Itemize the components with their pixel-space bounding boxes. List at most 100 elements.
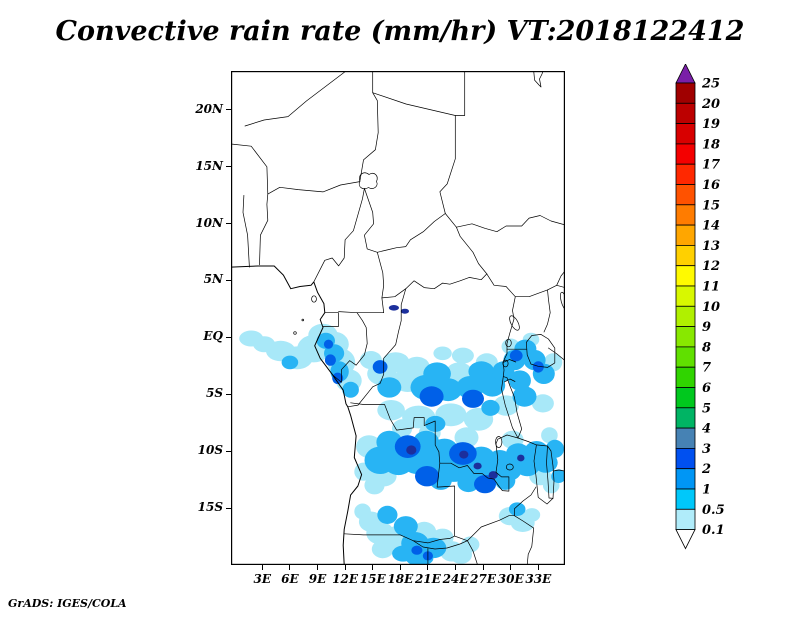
colorbar-segment (675, 508, 696, 530)
border-benin-nigeria-niger (231, 143, 269, 266)
x-tick-mark (261, 565, 263, 570)
colorbar: 25 20 19 18 17 16 15 14 13 12 11 10 9 8 7 6 5 4 3 2 1 0.5 0.1 (672, 63, 736, 555)
x-tick-label: 27E (470, 572, 497, 586)
x-tick-label: 33E (525, 572, 552, 586)
colorbar-label: 12 (702, 259, 720, 274)
x-tick-mark (455, 565, 456, 570)
rain-cell (400, 308, 409, 314)
x-tick-label: 18E (387, 572, 414, 586)
y-tick-mark (226, 279, 231, 281)
rain-cell (394, 435, 421, 458)
rain-cell (531, 394, 554, 413)
border-benin-togo (242, 194, 250, 268)
colorbar-label: 0.1 (702, 523, 725, 538)
colorbar-label: 16 (702, 178, 720, 193)
border-gabon-congo (332, 312, 368, 383)
y-tick-mark (226, 393, 231, 395)
rain-cell (551, 469, 565, 483)
principe-island (301, 318, 305, 322)
africa-map (231, 71, 565, 565)
border-sudan-libya-chad (439, 71, 466, 214)
colorbar-segment (675, 305, 696, 328)
plot-title: Convective rain rate (mm/hr) VT:20181224… (55, 16, 745, 47)
lake-tanganyika (501, 376, 523, 439)
rain-cell (388, 305, 399, 311)
colorbar-segment (675, 366, 696, 388)
border-angola-zambia-zambezi (436, 462, 537, 542)
colorbar-label: 20 (701, 97, 720, 112)
rain-cell (371, 540, 394, 559)
x-tick-mark (427, 565, 429, 570)
border-drc-zambia (439, 434, 519, 492)
rain-cell (372, 360, 388, 374)
rain-cell (406, 445, 417, 455)
colorbar-label: 3 (702, 442, 711, 457)
y-tick-label: 20N (195, 101, 223, 116)
lake-victoria (525, 334, 556, 368)
border-libya-chad (372, 92, 456, 116)
x-tick-mark (537, 565, 539, 570)
border-drc-uganda-rift (502, 296, 516, 377)
border-car-sudan (444, 213, 488, 275)
rain-cell (473, 462, 482, 470)
colorbar-label: 11 (702, 280, 720, 295)
border-congo-drc (347, 288, 407, 408)
colorbar-label: 19 (702, 117, 720, 132)
rain-cell (532, 361, 544, 373)
lake-chad (358, 172, 378, 190)
rain-cell (509, 349, 523, 362)
rain-cell (415, 466, 439, 487)
rain-cell (419, 386, 444, 407)
border-niger-chad (359, 71, 379, 182)
nile-lake-nasser (533, 71, 544, 88)
colorbar-label: 9 (702, 320, 711, 335)
y-tick-mark (226, 223, 231, 225)
border-uganda-kenya (543, 289, 551, 333)
sao-tome-island (293, 331, 297, 335)
rain-cell (459, 450, 469, 459)
colorbar-segment (675, 346, 696, 368)
x-tick-label: 6E (281, 572, 299, 586)
colorbar-arrow-top (675, 63, 696, 84)
x-tick-mark (316, 565, 318, 570)
colorbar-segment (675, 447, 696, 470)
colorbar-label: 10 (702, 300, 720, 315)
map-panel: 3E 6E 9E 12E 15E 18E 21E 24E 27E 30E 33E 20N 15N 10N 5… (195, 71, 565, 586)
rain-cell (457, 473, 480, 493)
border-caprivi (412, 540, 468, 550)
colorbar-label: 4 (702, 422, 711, 437)
colorbar-label: 13 (702, 239, 720, 254)
colorbar-label: 8 (702, 340, 711, 355)
colorbar-segment (675, 326, 696, 348)
border-angola-drc (350, 402, 441, 464)
colorbar-label: 1 (702, 483, 711, 498)
y-tick-mark (226, 166, 231, 168)
x-tick-mark (482, 565, 484, 570)
bioko-island (311, 295, 317, 303)
colorbar-label: 17 (702, 158, 720, 173)
border-tanzania-zambia (517, 437, 548, 447)
rain-cell (481, 399, 500, 416)
border-angola-namibia (343, 533, 455, 544)
rain-cell (495, 471, 516, 490)
y-tick-label: EQ (203, 329, 223, 344)
colorbar-segment (675, 285, 696, 307)
x-tick-mark (344, 565, 346, 570)
y-tick-label: 15S (197, 500, 223, 515)
rain-cell (324, 354, 336, 366)
colorbar-segment (675, 143, 696, 165)
basemap-outlines (231, 71, 565, 565)
rain-cell (508, 370, 531, 391)
rain-cell (451, 347, 474, 364)
border-cameroon-chad-car (338, 188, 385, 314)
y-tick-label: 15N (195, 158, 223, 173)
colorbar-segment (675, 184, 696, 206)
rain-shading-layer (239, 305, 565, 565)
lake-mweru (495, 436, 503, 448)
colorbar-label: 6 (702, 381, 711, 396)
border-drc-sudan-uganda-kenya (486, 273, 565, 298)
grads-credit: GrADS: IGES/COLA (8, 597, 127, 610)
rain-cell (523, 508, 541, 522)
lake-albert (509, 315, 520, 331)
